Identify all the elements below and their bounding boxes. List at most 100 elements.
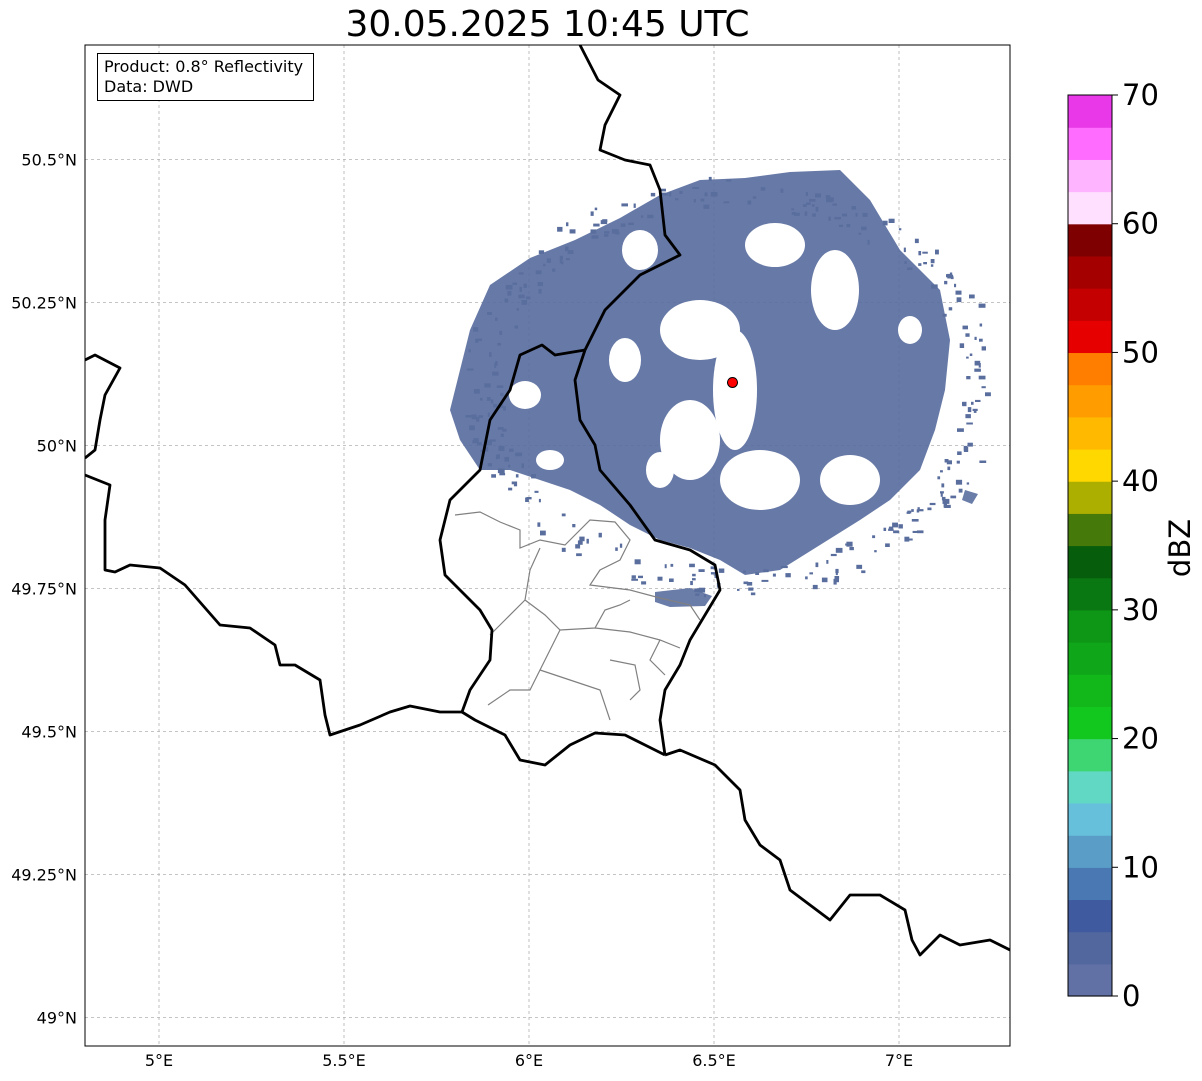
colorbar-frame <box>1067 94 1113 997</box>
echo-speckle <box>495 361 498 366</box>
colorbar-segment <box>1068 899 1112 933</box>
echo-speckle <box>615 547 618 551</box>
echo-speckle <box>923 262 927 265</box>
echo-speckle <box>590 211 594 216</box>
echo-speckle <box>965 333 970 337</box>
echo-speckle <box>973 409 977 413</box>
echo-speckle <box>471 414 477 420</box>
echo-speckle <box>519 286 522 292</box>
echo-speckle <box>835 547 843 553</box>
colorbar-tick-label: 40 <box>1122 464 1159 498</box>
echo-speckle <box>802 204 807 207</box>
echo-speckle <box>628 222 634 226</box>
echo-speckle <box>821 577 828 583</box>
echo-speckle <box>828 216 831 221</box>
echo-speckle <box>480 397 483 401</box>
echo-speckle <box>966 482 970 485</box>
echo-speckle <box>815 562 819 568</box>
map-title: 30.05.2025 10:45 UTC <box>345 4 750 45</box>
echo-speckle <box>521 463 524 469</box>
echo-speckle <box>513 483 518 487</box>
echo-speckle <box>917 509 924 512</box>
echo-speckle <box>918 263 922 266</box>
echo-speckle <box>748 587 754 591</box>
echo-speckle <box>575 544 581 549</box>
echo-speckle <box>508 464 511 468</box>
echo-speckle <box>477 442 482 446</box>
echo-speckle <box>761 579 769 582</box>
echo-speckle <box>500 433 504 437</box>
echo-speckle <box>710 572 717 575</box>
echo-speckle <box>755 572 760 575</box>
echo-speckle <box>858 232 862 235</box>
echo-speckle <box>504 298 509 303</box>
lat-tick-label: 50.25°N <box>11 293 77 312</box>
echo-speckle <box>703 204 710 209</box>
echo-speckle <box>492 371 499 376</box>
echo-speckle <box>500 392 504 397</box>
echo-speckle <box>487 463 492 467</box>
echo-speckle <box>531 474 536 479</box>
echo-speckle <box>944 459 949 463</box>
echo-speckle <box>572 524 576 528</box>
echo-speckle <box>495 317 498 321</box>
echo-speckle <box>888 528 894 531</box>
echo-speckle <box>862 212 868 217</box>
echo-speckle <box>708 176 712 181</box>
echo-speckle <box>576 553 582 557</box>
echo-speckle <box>974 368 981 372</box>
echo-speckle <box>747 200 752 205</box>
colorbar-segment <box>1068 223 1112 257</box>
echo-speckle <box>621 203 628 207</box>
colorbar-tick-label: 20 <box>1122 722 1159 756</box>
echo-speckle <box>561 513 566 517</box>
echo-speckle <box>957 428 964 432</box>
echo-speckle <box>832 203 837 206</box>
echo-speckle <box>497 468 505 474</box>
echo-speckle <box>538 250 545 254</box>
echo-speckle <box>793 212 800 216</box>
echo-speckle <box>499 403 504 409</box>
echo-speckle <box>931 284 938 289</box>
radar-echo-field <box>450 170 991 607</box>
echo-speckle <box>631 575 636 579</box>
echo-speckle <box>830 553 837 557</box>
echo-speckle <box>723 201 730 204</box>
lat-tick-label: 50°N <box>37 436 77 455</box>
echo-speckle <box>743 581 749 585</box>
echo-speckle <box>604 234 609 237</box>
echo-speckle <box>805 192 808 196</box>
echo-speckle <box>949 272 953 276</box>
echo-speckle <box>940 470 943 473</box>
echo-speckle <box>846 541 853 547</box>
echo-speckle <box>969 353 973 356</box>
echo-speckle <box>537 522 541 527</box>
echo-speckle <box>780 565 788 569</box>
echo-speckle <box>912 530 919 533</box>
colorbar-tick-label: 50 <box>1122 335 1159 369</box>
colorbar-segment <box>1068 255 1112 289</box>
echo-speckle <box>525 296 531 300</box>
echo-speckle <box>955 290 962 295</box>
border-belgium-france <box>85 473 462 737</box>
echo-speckle <box>772 573 776 577</box>
echo-speckle <box>967 407 972 413</box>
colorbar-segment <box>1068 802 1112 836</box>
echo-speckle <box>911 509 914 512</box>
echo-speckle <box>499 473 506 476</box>
echo-speckle <box>958 488 963 493</box>
echo-speckle <box>559 255 563 261</box>
colorbar-tick-label: 30 <box>1122 593 1159 627</box>
echo-speckle <box>591 235 599 239</box>
echo-speckle <box>698 569 705 572</box>
echo-speckle <box>842 213 848 217</box>
data-source-text: Data: DWD <box>104 77 194 96</box>
echo-speckle <box>851 206 857 210</box>
echo-speckle <box>518 272 524 275</box>
colorbar-segment <box>1068 770 1112 804</box>
echo-speckle <box>872 535 876 539</box>
echo-speckles <box>465 176 991 598</box>
echo-speckle <box>978 303 986 308</box>
lon-tick-label: 6.5°E <box>692 1051 736 1070</box>
echo-speckle <box>760 187 766 191</box>
